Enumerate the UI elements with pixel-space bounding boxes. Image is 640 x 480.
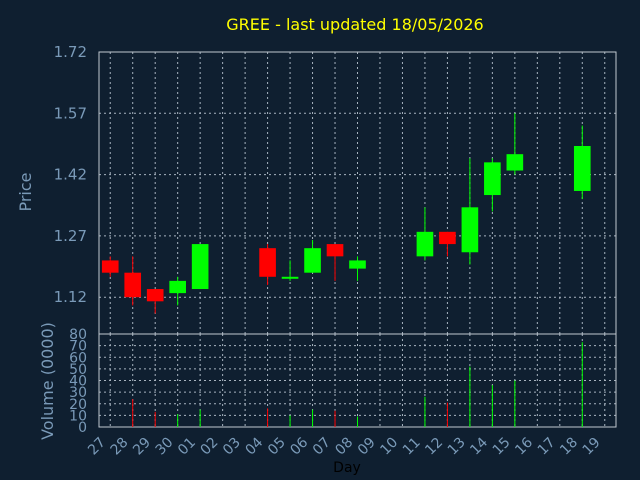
x-tick-label: 07 xyxy=(310,435,334,459)
x-tick-label: 03 xyxy=(220,435,244,459)
x-tick-label: 08 xyxy=(332,435,356,459)
x-tick-label: 17 xyxy=(535,435,559,459)
x-tick-label: 10 xyxy=(377,435,401,459)
volume-tick-label: 0 xyxy=(78,420,87,436)
price-tick-label: 1.42 xyxy=(54,166,87,184)
candle-body xyxy=(146,289,164,302)
price-tick-label: 1.72 xyxy=(54,43,87,61)
candle-body xyxy=(416,231,434,257)
candle-body xyxy=(101,260,119,273)
x-axis-label: Day xyxy=(333,460,361,476)
x-tick-label: 04 xyxy=(242,434,266,458)
x-tick-label: 19 xyxy=(580,435,604,459)
volume-tick-label: 40 xyxy=(69,374,87,390)
x-tick-label: 28 xyxy=(108,435,132,459)
candle-body xyxy=(304,248,321,273)
volume-tick-label: 80 xyxy=(69,327,87,343)
candle-body xyxy=(461,207,479,253)
candle-body xyxy=(169,280,186,294)
x-tick-label: 18 xyxy=(557,435,581,459)
price-tick-label: 1.27 xyxy=(54,227,87,245)
price-tick-label: 1.12 xyxy=(54,288,87,306)
price-axis-label: Price xyxy=(16,172,35,211)
x-tick-label: 15 xyxy=(490,435,514,459)
x-tick-label: 16 xyxy=(512,434,536,458)
chart-title: GREE - last updated 18/05/2026 xyxy=(226,15,483,34)
volume-axis-label: Volume (0000) xyxy=(38,322,57,440)
candle-body xyxy=(484,162,501,196)
candle-body xyxy=(259,248,276,277)
x-tick-label: 05 xyxy=(265,435,289,459)
volume-tick-label: 70 xyxy=(69,339,87,355)
x-tick-label: 02 xyxy=(198,435,222,459)
x-tick-label: 11 xyxy=(400,435,424,459)
x-tick-label: 12 xyxy=(422,435,446,459)
x-tick-label: 29 xyxy=(130,435,154,459)
x-axis-ticks: 2728293001020304050607080910111213141516… xyxy=(85,434,603,458)
volume-tick-label: 30 xyxy=(69,385,87,401)
candle-body xyxy=(349,260,366,269)
x-tick-label: 14 xyxy=(467,434,491,458)
candle-body xyxy=(191,244,209,290)
price-tick-label: 1.57 xyxy=(54,104,87,122)
x-tick-label: 06 xyxy=(287,434,311,458)
candle-body xyxy=(506,154,524,171)
volume-tick-label: 10 xyxy=(69,408,87,424)
x-tick-label: 09 xyxy=(355,435,379,459)
x-tick-label: 01 xyxy=(175,435,199,459)
x-tick-label: 30 xyxy=(153,435,177,459)
x-tick-label: 13 xyxy=(445,435,469,459)
volume-tick-label: 20 xyxy=(69,397,87,413)
candle-body xyxy=(573,146,591,191)
volume-tick-label: 50 xyxy=(69,362,87,378)
candle-body xyxy=(326,244,344,257)
candle-body xyxy=(124,272,142,298)
x-tick-label: 27 xyxy=(85,435,109,459)
volume-tick-label: 60 xyxy=(69,350,87,366)
candle-body xyxy=(439,231,456,245)
price-panel: 1.12 1.27 1.42 1.57 1.72 xyxy=(54,43,617,335)
candle-body xyxy=(281,276,299,279)
